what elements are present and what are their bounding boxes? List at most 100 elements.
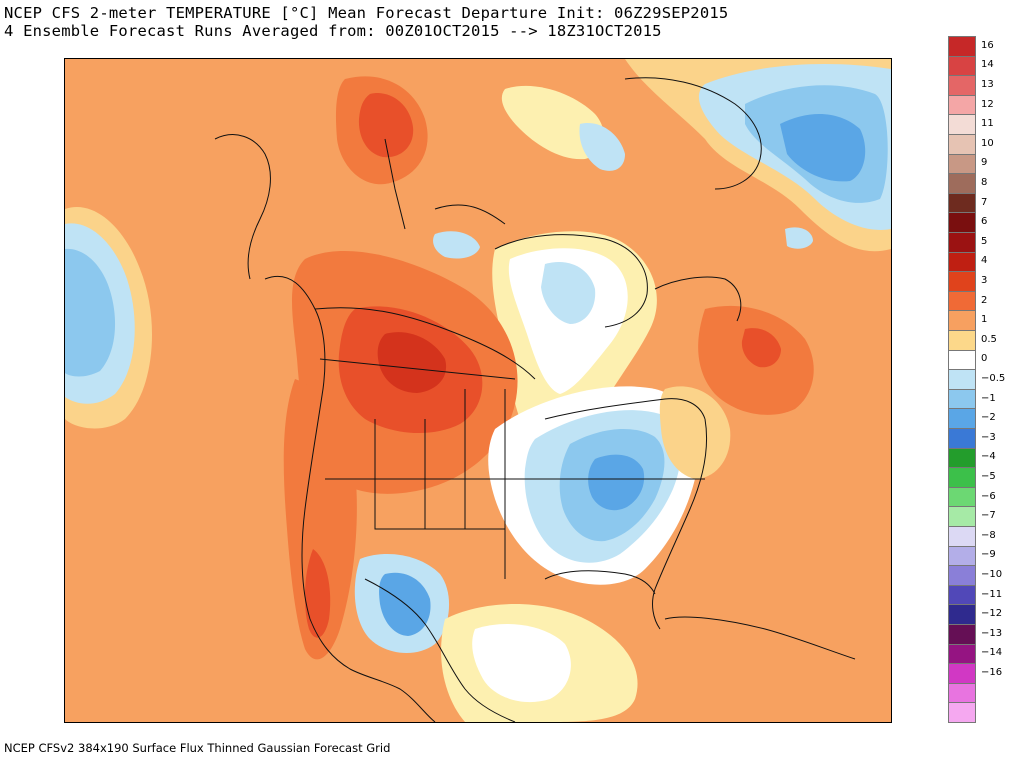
legend-label: 1 (981, 314, 988, 326)
legend-label: 10 (981, 137, 994, 149)
legend-label: 3 (981, 275, 988, 286)
legend-label: 13 (981, 79, 994, 90)
temperature-anomaly-map (64, 58, 892, 723)
gulf-coastline (544, 570, 656, 595)
legend-swatch (948, 192, 976, 214)
atlantic-coastline (652, 418, 708, 630)
legend-swatch (948, 173, 976, 194)
baja-warm-core (304, 549, 331, 638)
mid-atlantic-light-warm (659, 386, 731, 479)
legend-label: −10 (981, 569, 1003, 580)
legend-label: 12 (981, 98, 994, 110)
atlantic-warm-core (741, 328, 781, 368)
arctic-warm-core (358, 93, 414, 158)
legend-label: 6 (981, 216, 988, 228)
legend-swatch (948, 36, 976, 57)
legend-label: 9 (981, 157, 988, 169)
hudson-bay-cool (541, 261, 596, 324)
legend-label: −8 (981, 529, 996, 541)
grid-description: NCEP CFSv2 384x190 Surface Flux Thinned … (4, 741, 391, 755)
legend-swatch (948, 94, 976, 116)
legend-swatch (948, 467, 976, 488)
gulf-neutral-zone (472, 624, 571, 703)
pacific-coastline (264, 275, 436, 722)
legend-label: −7 (981, 510, 996, 522)
legend-swatch (948, 310, 976, 331)
great-lakes-shore (544, 398, 706, 420)
legend-label: −16 (981, 667, 1003, 678)
alaska-coast (214, 134, 271, 280)
pacific-cool-zone-inner (65, 248, 116, 377)
arctic-cool-pocket (579, 123, 625, 171)
caribbean-islands (664, 616, 856, 660)
legend-swatch (948, 369, 976, 390)
legend-swatch (948, 271, 976, 292)
legend-swatch (948, 428, 976, 449)
legend-swatch (948, 447, 976, 469)
legend-swatch (948, 486, 976, 508)
legend-swatch (948, 251, 976, 273)
color-legend: 16 14 13 12 11 10 9 8 7 6 5 4 3 2 1 0.5 0 −0.5 −1 −2 −3 −4 −5 −… (948, 36, 1005, 723)
legend-swatch (948, 114, 976, 135)
legend-swatch (948, 212, 976, 233)
legend-label: −0.5 (981, 373, 1006, 384)
map-canvas (65, 59, 891, 722)
coastline-layer (214, 77, 856, 722)
legend-label: −12 (981, 608, 1003, 620)
legend-label: −4 (981, 451, 996, 463)
legend-swatch (948, 682, 976, 704)
legend-swatch (948, 663, 976, 684)
mexico-cool-core (379, 572, 431, 636)
legend-label: 8 (981, 177, 988, 188)
arctic-pale-zone (501, 85, 604, 160)
legend-swatch (948, 75, 976, 96)
legend-label: −13 (981, 627, 1003, 639)
map-subtitle: 4 Ensemble Forecast Runs Averaged from: … (4, 22, 662, 40)
legend-label: −1 (981, 392, 996, 404)
legend-swatch (948, 134, 976, 155)
legend-label: 14 (981, 59, 994, 71)
legend-swatch (948, 702, 976, 723)
legend-swatch (948, 565, 976, 586)
legend-swatch (948, 153, 976, 175)
legend-swatch (948, 584, 976, 606)
legend-swatch (948, 624, 976, 645)
nunavut-cool-pocket (433, 231, 480, 259)
legend-swatch (948, 388, 976, 410)
legend-swatch (948, 330, 976, 351)
us-canada-border (314, 307, 536, 380)
legend-label: 0 (981, 353, 988, 365)
greenland-coast (624, 77, 762, 190)
hudson-bay-shore (494, 234, 648, 328)
legend-label: 16 (981, 39, 994, 51)
legend-label: 4 (981, 255, 988, 267)
labrador-sea-cool-pocket (785, 227, 813, 249)
state-boundaries-west (374, 419, 505, 530)
northern-plains-warm-core (377, 332, 447, 393)
legend-swatch (948, 408, 976, 429)
legend-label: −14 (981, 647, 1003, 659)
appalachian-cool-core (588, 454, 645, 511)
west-coast-warm-zone (283, 379, 357, 660)
yukon-border (384, 138, 406, 230)
legend-swatch (948, 232, 976, 253)
labrador-coast (654, 276, 742, 322)
mexico-coastline (364, 578, 516, 722)
legend-label: −3 (981, 431, 996, 443)
map-title: NCEP CFS 2-meter TEMPERATURE [°C] Mean F… (4, 4, 729, 22)
legend-label: −6 (981, 490, 996, 502)
legend-swatch (948, 349, 976, 371)
legend-label: 2 (981, 294, 988, 306)
legend-label: −2 (981, 412, 996, 424)
border-49th-parallel (319, 358, 516, 380)
legend-swatch (948, 643, 976, 665)
legend-swatch (948, 604, 976, 625)
legend-swatch (948, 545, 976, 567)
legend-label: 5 (981, 235, 988, 247)
greenland-cool-core (780, 113, 866, 182)
legend-label: −11 (981, 588, 1003, 600)
arctic-archipelago (434, 204, 506, 225)
legend-swatch (948, 506, 976, 527)
legend-label: −9 (981, 549, 996, 561)
legend-label: 11 (981, 118, 994, 130)
